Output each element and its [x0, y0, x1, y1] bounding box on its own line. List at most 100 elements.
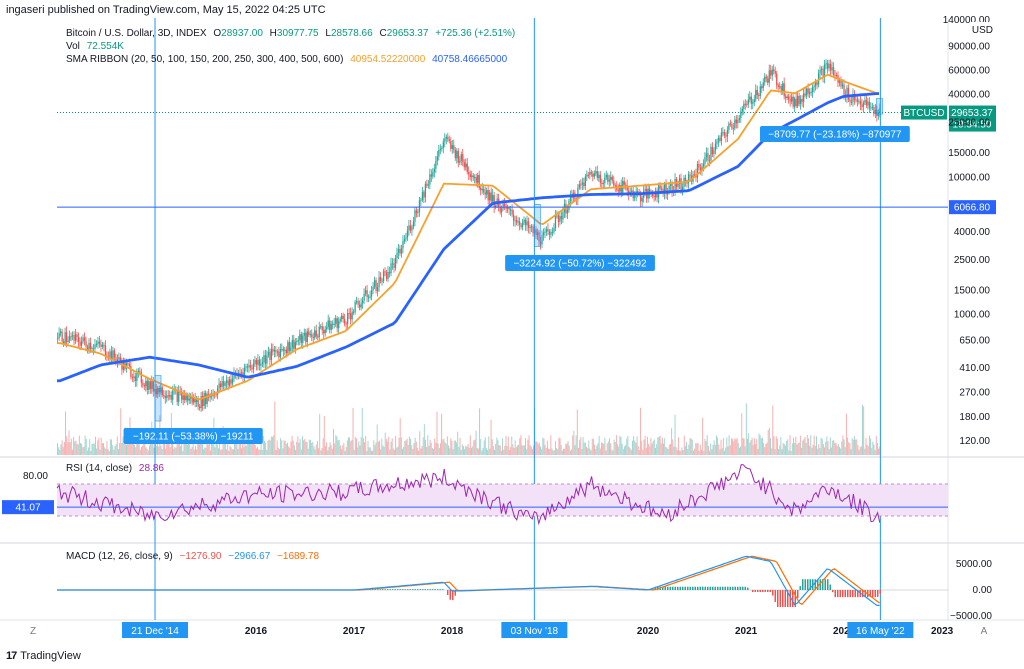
candle-body	[512, 214, 515, 221]
volume-bar	[293, 445, 295, 455]
candle-body	[840, 79, 842, 87]
volume-bar	[472, 446, 474, 455]
macd-histogram-bar	[854, 590, 856, 598]
measure-box	[876, 98, 883, 115]
volume-bar	[490, 419, 492, 455]
candle-body	[581, 182, 584, 185]
candle-body	[311, 334, 313, 337]
volume-bar	[481, 450, 483, 455]
volume-bar	[679, 450, 681, 455]
change-value: +725.36 (+2.51%)	[435, 28, 516, 39]
volume-bar	[579, 439, 581, 455]
macd-histogram-bar	[767, 590, 769, 592]
volume-bar	[275, 450, 277, 455]
candle-body	[148, 381, 150, 390]
volume-bar	[586, 446, 587, 455]
volume-bar	[356, 438, 357, 455]
volume-bar	[426, 447, 428, 455]
macd-histogram-bar	[879, 590, 881, 594]
candle-body	[468, 172, 470, 174]
volume-bar	[231, 449, 233, 455]
candle-body	[199, 406, 201, 409]
candle-body	[221, 381, 223, 388]
volume-bar	[283, 440, 285, 455]
macd-histogram-bar	[417, 589, 419, 590]
volume-bar	[331, 448, 333, 455]
candle-body	[167, 395, 169, 397]
candle-body	[65, 332, 68, 342]
candle-body	[202, 396, 204, 407]
macd-label: MACD (12, 26, close, 9)	[66, 551, 173, 562]
volume-bar	[817, 448, 819, 455]
macd-line	[57, 555, 880, 606]
volume-bar	[659, 435, 661, 455]
volume-bar	[742, 438, 744, 455]
macd-histogram-bar	[842, 590, 844, 598]
candle-body	[502, 203, 504, 209]
candle-body	[134, 376, 137, 381]
candle-body	[215, 394, 217, 396]
volume-bar	[618, 446, 620, 455]
volume-bar	[85, 439, 87, 455]
volume-bar	[561, 450, 563, 455]
volume-bar	[740, 446, 742, 455]
volume-bar	[859, 447, 861, 455]
volume-bar	[296, 441, 298, 455]
candle-body	[808, 92, 811, 94]
volume-bar	[427, 435, 429, 455]
volume-bar	[519, 438, 521, 455]
volume-bar	[237, 448, 239, 455]
candle-body	[749, 96, 751, 100]
open-value: 28937.00	[221, 28, 263, 39]
candle-body	[514, 220, 516, 222]
volume-bar	[637, 446, 639, 455]
candle-body	[231, 378, 234, 384]
volume-bar	[433, 448, 435, 455]
candle-body	[800, 98, 802, 104]
volume-bar	[747, 438, 748, 455]
volume-bar	[108, 450, 110, 455]
candle-body	[270, 348, 273, 361]
volume-bar	[751, 437, 753, 455]
macd-histogram-bar	[764, 590, 766, 592]
candle-body	[166, 395, 168, 399]
volume-bar	[212, 444, 214, 455]
candle-body	[785, 96, 787, 99]
volume-bar	[761, 437, 763, 455]
volume-bar	[423, 424, 425, 455]
measure-box	[154, 375, 162, 422]
tradingview-logo[interactable]: 17 TradingView	[6, 650, 81, 662]
volume-bar	[321, 448, 323, 455]
volume-bar	[712, 444, 714, 455]
volume-bar	[529, 445, 531, 455]
candle-body	[625, 184, 627, 186]
macd-histogram-bar	[729, 586, 731, 590]
candle-body	[382, 271, 385, 282]
candle-body	[97, 341, 99, 345]
volume-bar	[855, 439, 857, 455]
candle-body	[246, 366, 249, 368]
volume-bar	[251, 440, 253, 455]
volume-bar	[252, 433, 254, 455]
volume-bar	[851, 438, 853, 455]
volume-bar	[62, 447, 64, 455]
volume-bar	[366, 450, 368, 455]
candle-body	[725, 135, 727, 137]
macd-histogram-bar	[779, 590, 781, 607]
volume-bar	[498, 445, 500, 455]
candle-body	[592, 173, 594, 177]
volume-bar	[537, 443, 539, 455]
volume-bar	[169, 447, 171, 455]
candle-body	[438, 150, 440, 157]
last-price-bg	[949, 105, 996, 132]
volume-bar	[641, 440, 643, 455]
candle-body	[112, 350, 114, 360]
macd-histogram-bar	[734, 586, 736, 590]
volume-bar	[550, 435, 552, 455]
volume-bar	[658, 436, 660, 455]
volume-bar	[71, 449, 73, 455]
candle-body	[344, 319, 346, 324]
volume-bar	[814, 445, 816, 455]
volume-bar	[598, 435, 600, 455]
